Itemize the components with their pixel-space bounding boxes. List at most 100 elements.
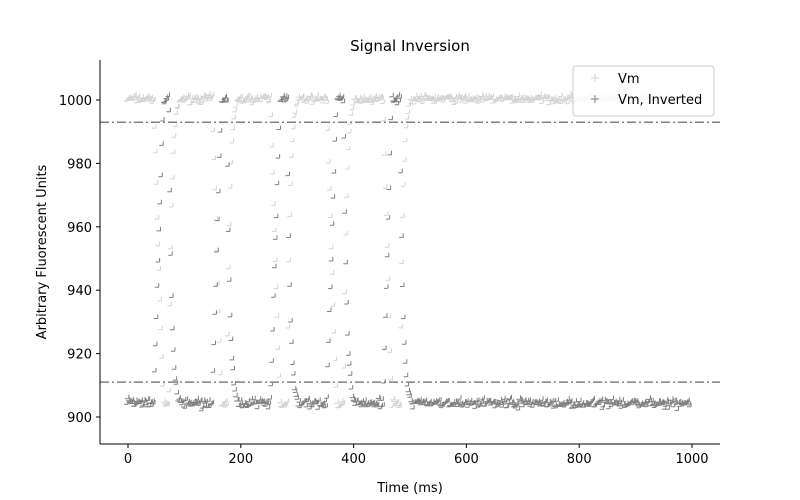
point-vm [154, 215, 160, 220]
point-vm-inverted [445, 397, 450, 403]
point-vm [539, 99, 544, 104]
point-vm [366, 94, 372, 99]
point-vm-inverted [474, 399, 479, 405]
point-vm-inverted [649, 397, 654, 403]
point-vm-inverted [395, 92, 401, 97]
point-vm-inverted [672, 397, 678, 403]
point-vm [170, 174, 175, 180]
point-vm-inverted [326, 338, 331, 343]
point-vm [277, 398, 282, 404]
point-vm-inverted [327, 307, 332, 312]
point-vm [270, 170, 275, 175]
point-vm-inverted [590, 395, 595, 401]
point-vm-inverted [231, 380, 236, 386]
point-vm-inverted [150, 398, 155, 403]
point-vm-inverted [609, 395, 614, 401]
point-vm [556, 98, 561, 104]
point-vm-inverted [172, 376, 178, 381]
point-vm [398, 323, 403, 329]
point-vm-inverted [271, 293, 276, 298]
point-vm [330, 302, 336, 307]
point-vm [132, 92, 137, 98]
point-vm-inverted [267, 395, 272, 400]
point-vm [431, 93, 437, 98]
legend-plus-vm-inverted [591, 95, 599, 103]
point-vm-inverted [389, 92, 394, 98]
point-vm-inverted [400, 282, 405, 287]
point-vm-inverted [152, 341, 158, 347]
point-vm-inverted [237, 397, 243, 402]
point-vm-inverted [333, 112, 338, 117]
point-vm-inverted [127, 398, 133, 403]
point-vm [402, 137, 408, 143]
point-vm [373, 94, 378, 100]
point-vm-inverted [171, 365, 177, 370]
point-vm-inverted [328, 257, 334, 262]
point-vm-inverted [686, 400, 691, 406]
point-vm-inverted [633, 398, 639, 403]
point-vm [420, 99, 425, 104]
point-vm [193, 94, 198, 99]
point-vm [284, 398, 290, 403]
point-vm [405, 109, 410, 114]
y-axis-label: Arbitrary Fluorescent Units [35, 164, 50, 339]
point-vm-inverted [274, 180, 280, 186]
point-vm-inverted [354, 397, 359, 402]
point-vm [349, 105, 355, 111]
point-vm [174, 103, 179, 108]
point-vm-inverted [206, 397, 211, 402]
point-vm [421, 92, 427, 97]
point-vm-inverted [221, 95, 226, 100]
point-vm-inverted [209, 399, 215, 405]
point-vm-inverted [385, 215, 391, 220]
point-vm-inverted [214, 248, 219, 253]
point-vm [210, 127, 216, 132]
point-vm [267, 93, 272, 98]
point-vm-inverted [311, 398, 317, 403]
point-vm-inverted [232, 387, 237, 392]
point-vm-inverted [663, 397, 669, 402]
point-vm-inverted [565, 396, 570, 401]
point-vm-inverted [406, 390, 411, 396]
point-vm-inverted [685, 397, 690, 402]
point-vm [478, 92, 484, 97]
point-vm [211, 155, 216, 161]
point-vm-inverted [660, 399, 665, 405]
point-vm [327, 186, 332, 191]
point-vm [515, 92, 521, 97]
point-vm [201, 93, 207, 98]
point-vm-inverted [517, 396, 522, 402]
point-vm-inverted [254, 404, 260, 410]
point-vm-inverted [241, 400, 246, 405]
point-vm-inverted [191, 398, 197, 403]
point-vm-inverted [513, 400, 519, 406]
legend-marker-vm [591, 74, 599, 82]
point-vm [360, 93, 365, 99]
point-vm-inverted [410, 404, 415, 410]
point-vm-inverted [554, 397, 559, 402]
point-vm-inverted [452, 398, 457, 404]
point-vm [388, 376, 393, 381]
x-tick-label: 0 [124, 452, 132, 467]
point-vm-inverted [154, 283, 160, 288]
point-vm-inverted [384, 252, 390, 258]
point-vm [294, 100, 300, 105]
point-vm-inverted [343, 259, 348, 265]
point-vm [323, 96, 328, 101]
point-vm [396, 401, 401, 406]
legend-label-vm-inverted: Vm, Inverted [618, 93, 702, 108]
x-tick-label: 400 [341, 452, 366, 467]
point-vm-inverted [341, 134, 346, 139]
point-vm [166, 387, 171, 393]
point-vm-inverted [224, 98, 229, 103]
point-vm [394, 398, 400, 404]
point-vm-inverted [656, 398, 661, 403]
point-vm-inverted [615, 396, 621, 402]
legend-marker-vm-inverted [591, 95, 599, 103]
point-vm-inverted [403, 372, 409, 378]
point-vm [139, 94, 144, 99]
point-vm [221, 399, 226, 404]
point-vm-inverted [676, 398, 681, 404]
point-vm [324, 99, 329, 104]
